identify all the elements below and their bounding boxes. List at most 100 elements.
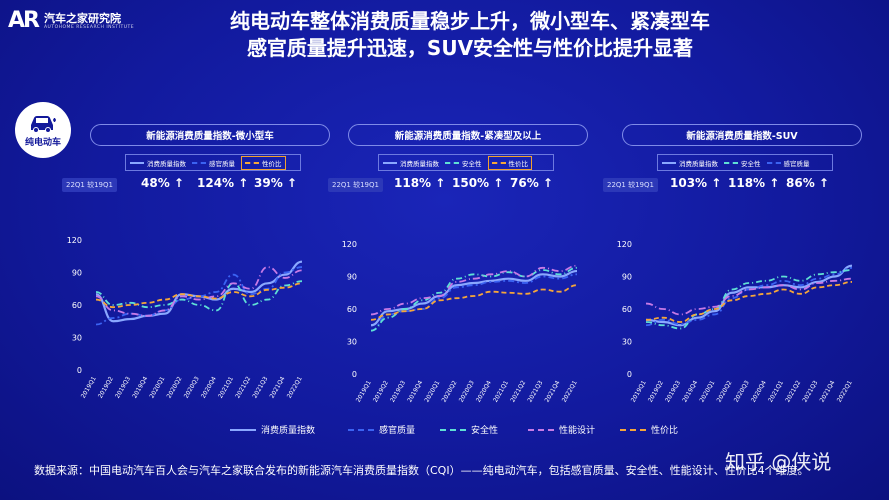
x-tick-label: 2020Q3: [733, 379, 751, 403]
x-tick-label: 2021Q4: [819, 379, 837, 403]
x-tick-label: 2022Q1: [836, 379, 854, 403]
chart-legend: 消费质量指数 感官质量 安全性 性能设计 性价比: [0, 423, 889, 439]
series-line-感官质量: [645, 266, 853, 327]
panel-legend-0: 消费质量指数 感官质量 性价比: [125, 154, 301, 171]
panel-legend-2: 消费质量指数 安全性 感官质量: [657, 154, 833, 171]
x-tick-label: 2020Q4: [200, 375, 218, 399]
x-tick-label: 2020Q2: [166, 375, 184, 399]
logo-en: AUTOHOME RESEARCH INSTITUTE: [43, 24, 135, 30]
y-tick-label: 90: [347, 273, 357, 282]
x-tick-label: 2021Q3: [251, 375, 269, 399]
x-tick-label: 2019Q4: [681, 379, 699, 403]
x-tick-label: 2021Q1: [767, 379, 785, 403]
y-tick-label: 0: [77, 366, 82, 375]
pct-1-1: 150% ↑: [452, 176, 504, 190]
page-title: 纯电动车整体消费质量稳步上升，微小型车、紧凑型车 感官质量提升迅速，SUV安全性…: [120, 8, 820, 62]
panel0-legend-item-0: 消费质量指数: [130, 158, 186, 168]
x-tick-label: 2019Q2: [372, 379, 390, 403]
title-line-1: 纯电动车整体消费质量稳步上升，微小型车、紧凑型车: [230, 9, 710, 33]
x-tick-label: 2021Q1: [217, 375, 235, 399]
y-tick-label: 60: [72, 301, 82, 310]
x-tick-label: 2019Q3: [389, 379, 407, 403]
x-tick-label: 2020Q2: [441, 379, 459, 403]
logo: AR 汽车之家研究院 AUTOHOME RESEARCH INSTITUTE: [8, 8, 134, 33]
y-tick-label: 90: [72, 269, 82, 278]
title-line-2: 感官质量提升迅速，SUV安全性与性价比提升显著: [246, 36, 694, 60]
x-tick-label: 2020Q1: [148, 375, 166, 399]
series-line-安全性: [645, 269, 853, 330]
series-line-性能设计: [370, 264, 578, 316]
panel0-legend-item-2: 性价比: [241, 155, 286, 170]
legend-item-2: 安全性: [440, 423, 498, 436]
y-tick-label: 60: [622, 305, 632, 314]
line-chart-1: 0 30 60 90 120 2019Q1 2019Q2 2019Q3 2019Q4 2020Q1…: [342, 240, 579, 404]
series-line-安全性: [95, 280, 303, 312]
line-chart-0: 0 30 60 90 120 2019Q1 2019Q2 2019Q3 2019Q4 2020Q1…: [67, 236, 304, 400]
pct-0-0: 48% ↑: [141, 176, 184, 190]
x-tick-label: 2021Q1: [492, 379, 510, 403]
panel1-legend-item-0: 消费质量指数: [383, 158, 439, 168]
series-line-性能设计: [645, 277, 853, 316]
compare-label-2: 22Q1 较19Q1: [603, 178, 658, 192]
category-badge: 纯电动车: [15, 102, 71, 158]
pct-2-2: 86% ↑: [786, 176, 829, 190]
legend-item-0: 消费质量指数: [230, 423, 315, 436]
x-tick-label: 2019Q1: [80, 375, 98, 399]
series-line-安全性: [370, 266, 578, 332]
series-line-感官质量: [95, 266, 303, 326]
x-tick-label: 2020Q4: [750, 379, 768, 403]
y-tick-label: 0: [352, 370, 357, 379]
x-tick-label: 2020Q2: [716, 379, 734, 403]
pct-2-0: 103% ↑: [670, 176, 722, 190]
series-line-性价比: [370, 284, 578, 321]
x-tick-label: 2020Q4: [475, 379, 493, 403]
series-line-性能设计: [95, 266, 303, 317]
pct-0-2: 39% ↑: [254, 176, 297, 190]
x-tick-label: 2020Q3: [458, 379, 476, 403]
series-line-性价比: [645, 281, 853, 323]
compare-label-0: 22Q1 较19Q1: [62, 178, 117, 192]
legend-item-3: 性能设计: [528, 423, 595, 436]
logo-cn: 汽车之家研究院: [43, 11, 121, 25]
x-tick-label: 2019Q2: [97, 375, 115, 399]
x-tick-label: 2019Q1: [355, 379, 373, 403]
panel-title-2: 新能源消费质量指数-SUV: [622, 124, 862, 146]
legend-item-4: 性价比: [620, 423, 678, 436]
series-line-消费质量指数: [95, 260, 303, 323]
pct-2-1: 118% ↑: [728, 176, 780, 190]
panel2-legend-item-0: 消费质量指数: [662, 158, 718, 168]
y-tick-label: 120: [67, 236, 82, 245]
panel2-legend-item-2: 感官质量: [766, 158, 810, 168]
x-tick-label: 2021Q2: [784, 379, 802, 403]
panel1-legend-item-2: 性价比: [487, 155, 532, 170]
watermark: 知乎 @侠说: [725, 450, 832, 474]
y-tick-label: 30: [622, 338, 632, 347]
y-tick-label: 0: [627, 370, 632, 379]
y-tick-label: 30: [72, 334, 82, 343]
panel2-legend-item-1: 安全性: [724, 158, 761, 168]
series-line-消费质量指数: [645, 264, 853, 327]
legend-item-1: 感官质量: [348, 423, 415, 436]
x-tick-label: 2021Q2: [234, 375, 252, 399]
pct-1-2: 76% ↑: [510, 176, 553, 190]
y-tick-label: 60: [347, 305, 357, 314]
panel-legend-1: 消费质量指数 安全性 性价比: [378, 154, 554, 171]
x-tick-label: 2022Q1: [286, 375, 304, 399]
x-tick-label: 2020Q3: [183, 375, 201, 399]
line-chart-2: 0 30 60 90 120 2019Q1 2019Q2 2019Q3 2019Q4 2020Q1…: [617, 240, 854, 404]
y-tick-label: 120: [342, 240, 357, 249]
panel-title-0: 新能源消费质量指数-微小型车: [90, 124, 330, 146]
pct-1-0: 118% ↑: [394, 176, 446, 190]
pct-0-1: 124% ↑: [197, 176, 249, 190]
x-tick-label: 2021Q4: [544, 379, 562, 403]
x-tick-label: 2019Q4: [131, 375, 149, 399]
electric-car-icon: [31, 116, 56, 133]
logo-mark: AR: [8, 8, 40, 33]
y-tick-label: 30: [347, 338, 357, 347]
x-tick-label: 2019Q3: [114, 375, 132, 399]
panel1-legend-item-1: 安全性: [445, 158, 482, 168]
badge-label: 纯电动车: [24, 138, 61, 148]
data-source: 数据来源：中国电动汽车百人会与汽车之家联合发布的新能源汽车消费质量指数（CQI）…: [34, 464, 809, 477]
compare-label-1: 22Q1 较19Q1: [328, 178, 383, 192]
